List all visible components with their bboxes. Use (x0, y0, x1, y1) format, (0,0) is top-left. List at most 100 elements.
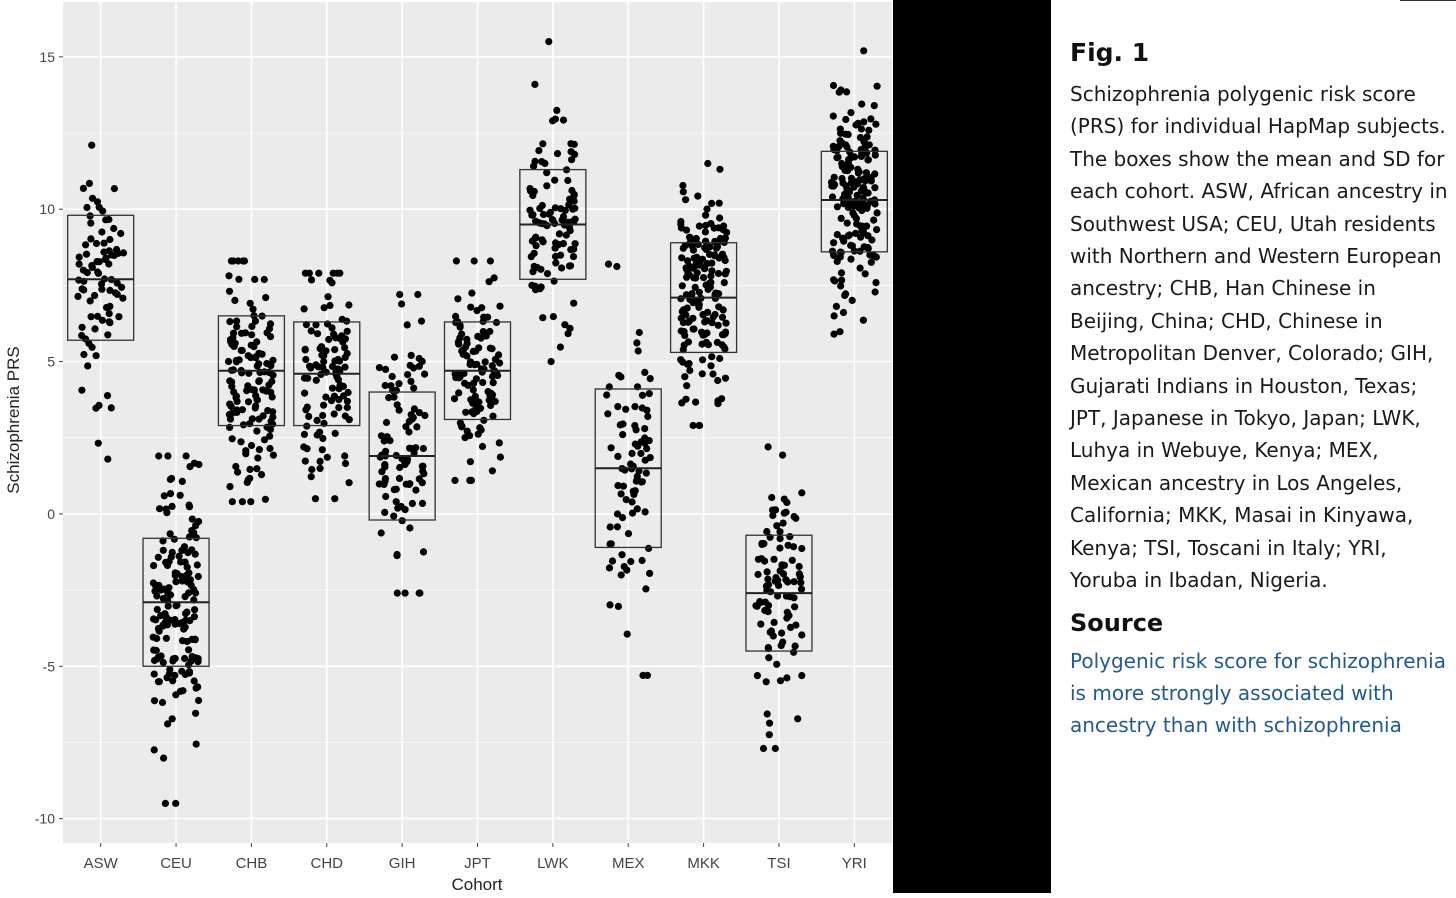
data-point-chd (330, 330, 338, 338)
data-point-ceu (192, 740, 200, 748)
data-point-ceu (185, 589, 193, 597)
data-point-asw (95, 258, 103, 266)
data-point-yri (858, 100, 866, 108)
data-point-mkk (716, 214, 724, 222)
data-point-ceu (162, 634, 170, 642)
data-point-yri (842, 290, 850, 298)
data-point-yri (872, 120, 880, 128)
data-point-chd (315, 269, 323, 277)
data-point-jpt (487, 401, 495, 410)
data-point-asw (98, 228, 106, 236)
data-point-gih (382, 365, 390, 373)
data-point-chb (255, 446, 263, 454)
data-point-chd (320, 304, 328, 312)
data-point-gih (408, 415, 416, 423)
data-point-mex (614, 452, 622, 460)
data-point-mex (641, 368, 649, 376)
data-point-chb (254, 454, 262, 462)
data-point-chb (232, 392, 240, 400)
x-tick-label: JPT (464, 855, 491, 872)
data-point-ceu (153, 605, 161, 614)
x-axis: ASW CEU CHB CHD GIH JPT LWK MEX MKK TSI YRI (84, 843, 867, 872)
data-point-chd (341, 363, 349, 371)
data-point-tsi (795, 570, 804, 578)
data-point-jpt (482, 332, 490, 340)
data-point-ceu (157, 652, 165, 660)
data-point-chd (313, 330, 322, 338)
data-point-mex (646, 569, 654, 578)
data-point-gih (398, 300, 406, 308)
data-point-lwk (532, 242, 540, 250)
data-point-tsi (765, 719, 774, 727)
data-point-chd (314, 363, 322, 371)
data-point-tsi (753, 602, 761, 610)
data-point-asw (86, 297, 94, 305)
data-point-chd (343, 403, 351, 412)
data-point-jpt (474, 430, 482, 438)
data-point-yri (847, 179, 856, 187)
data-point-gih (418, 499, 427, 507)
data-point-mkk (694, 192, 702, 200)
data-point-chd (301, 389, 309, 397)
data-point-mex (614, 482, 622, 490)
data-point-chb (263, 359, 271, 368)
data-point-tsi (789, 543, 798, 551)
data-point-mex (605, 564, 614, 572)
data-point-yri (839, 234, 847, 242)
data-point-tsi (763, 568, 771, 576)
data-point-jpt (450, 395, 459, 403)
data-point-tsi (774, 592, 782, 600)
data-point-jpt (466, 476, 474, 484)
data-point-chb (228, 409, 236, 417)
data-point-ceu (191, 635, 199, 643)
x-axis-label: Cohort (451, 875, 502, 893)
data-point-lwk (546, 208, 555, 216)
y-tick-label: -10 (35, 811, 55, 827)
data-point-yri (857, 125, 866, 133)
data-point-mex (631, 403, 639, 411)
data-point-tsi (763, 527, 771, 536)
data-point-chb (252, 402, 260, 410)
data-point-gih (407, 377, 415, 385)
data-point-ceu (155, 678, 163, 686)
data-point-jpt (469, 386, 477, 394)
data-point-tsi (753, 672, 762, 680)
data-point-asw (94, 439, 102, 447)
data-point-jpt (478, 442, 487, 451)
data-point-mkk (709, 370, 717, 378)
data-point-chb (248, 322, 256, 330)
data-point-gih (407, 351, 415, 359)
data-point-tsi (776, 544, 784, 552)
data-point-yri (828, 247, 837, 255)
data-point-ceu (155, 627, 163, 635)
figure-title: Fig. 1 (1070, 38, 1150, 67)
data-point-chd (338, 315, 346, 323)
data-point-yri (860, 118, 868, 126)
data-point-lwk (568, 156, 576, 164)
data-point-ceu (165, 584, 173, 592)
source-link[interactable]: Polygenic risk score for schizophrenia i… (1070, 648, 1446, 738)
sd-box-asw (67, 214, 135, 341)
data-point-jpt (479, 378, 487, 387)
data-point-ceu (193, 561, 201, 569)
data-point-asw (110, 251, 118, 259)
data-point-gih (393, 401, 401, 409)
data-point-ceu (172, 602, 180, 610)
data-point-lwk (549, 216, 557, 224)
data-point-mex (627, 557, 635, 566)
data-point-chd (319, 434, 327, 443)
data-point-tsi (772, 574, 780, 582)
y-axis: -10 -5 0 5 10 15 (35, 49, 63, 827)
data-point-chd (319, 411, 327, 420)
data-point-mkk (700, 274, 708, 282)
data-point-mex (617, 571, 625, 579)
data-point-chb (224, 357, 233, 366)
data-point-yri (836, 125, 844, 133)
data-point-tsi (771, 744, 779, 753)
data-point-mkk (695, 222, 704, 230)
data-point-mex (606, 601, 614, 609)
data-point-chd (325, 335, 333, 344)
data-point-yri (856, 264, 864, 272)
data-point-tsi (783, 498, 791, 507)
data-point-lwk (552, 259, 560, 267)
